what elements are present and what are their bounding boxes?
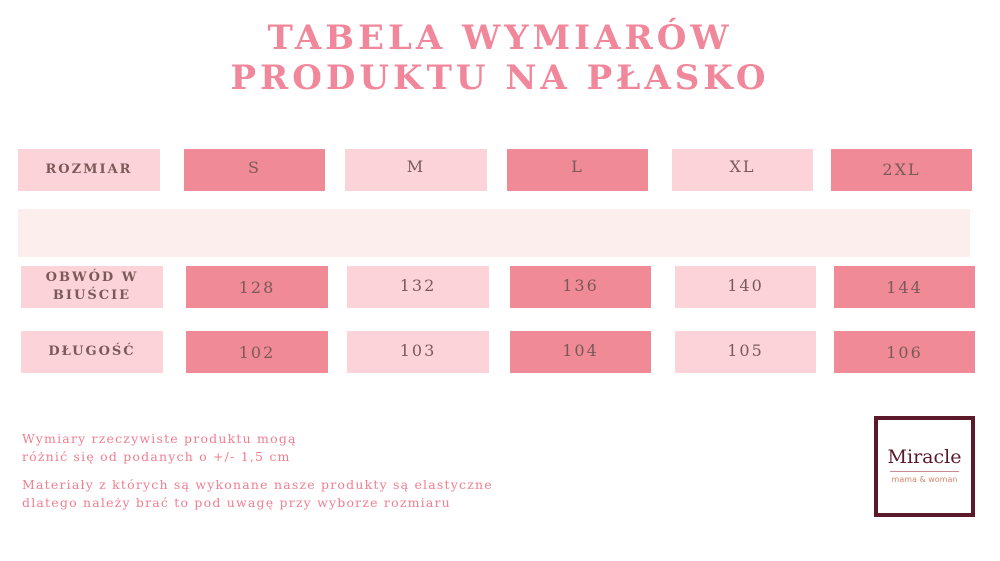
spacer-band bbox=[18, 209, 970, 257]
note-tolerance: Wymiary rzeczywiste produktu mogą różnić… bbox=[22, 431, 297, 464]
brand-logo: Miracle mama & woman bbox=[874, 416, 975, 517]
size-2xl: 2XL bbox=[831, 149, 972, 191]
cell-bust-m: 132 bbox=[347, 266, 489, 308]
cell-length-m: 103 bbox=[347, 331, 489, 373]
size-m: M bbox=[345, 149, 487, 191]
logo-tagline: mama & woman bbox=[891, 475, 958, 484]
cell-bust-2xl: 144 bbox=[834, 266, 975, 308]
size-xl: XL bbox=[672, 149, 813, 191]
size-l: L bbox=[507, 149, 648, 191]
cell-bust-l: 136 bbox=[510, 266, 651, 308]
header-label: ROZMIAR bbox=[18, 149, 160, 191]
note-elastic: Materiały z których są wykonane nasze pr… bbox=[22, 477, 493, 510]
cell-bust-xl: 140 bbox=[675, 266, 816, 308]
logo-name: Miracle bbox=[887, 446, 962, 468]
row-label-bust: OBWÓD W BIUŚCIE bbox=[21, 266, 163, 308]
cell-length-2xl: 106 bbox=[834, 331, 975, 373]
row-label-length: DŁUGOŚĆ bbox=[21, 331, 163, 373]
cell-length-xl: 105 bbox=[675, 331, 816, 373]
size-s: S bbox=[184, 149, 325, 191]
cell-length-l: 104 bbox=[510, 331, 651, 373]
cell-bust-s: 128 bbox=[186, 266, 328, 308]
cell-length-s: 102 bbox=[186, 331, 328, 373]
title-line-2: PRODUKTU NA PŁASKO bbox=[230, 58, 770, 98]
title-line-1: TABELA WYMIARÓW bbox=[267, 18, 733, 58]
